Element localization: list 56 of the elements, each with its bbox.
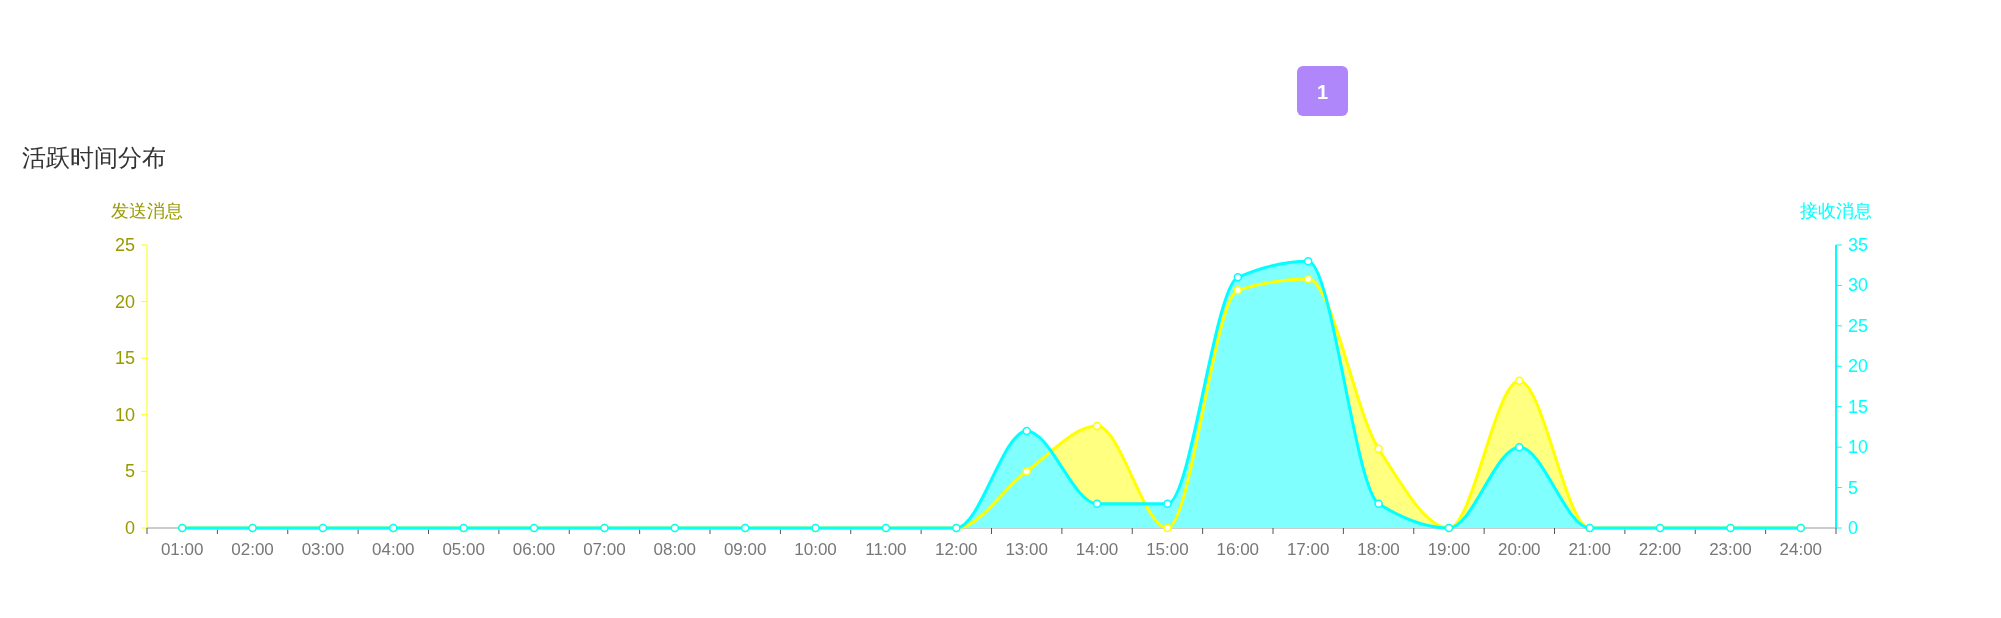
y-tick-label: 10 [114, 404, 135, 425]
point [1163, 499, 1172, 508]
point [1233, 286, 1243, 295]
point [1515, 442, 1524, 452]
y2-tick-label: 30 [1848, 275, 1869, 296]
y2-tick-label: 15 [1848, 396, 1869, 417]
x-tick-label: 15:00 [1146, 540, 1189, 559]
x-tick-label: 05:00 [442, 540, 485, 559]
chart-title: 活跃时间分布 [22, 144, 166, 171]
x-tick-label: 02:00 [231, 540, 274, 559]
y-axis-title: 发送消息 [111, 201, 183, 221]
x-tick-label: 19:00 [1427, 540, 1471, 559]
x-tick-label: 06:00 [512, 540, 556, 559]
x-tick-label: 24:00 [1779, 540, 1823, 559]
x-tick-label: 22:00 [1638, 540, 1682, 559]
x-tick-label: 14:00 [1075, 540, 1119, 559]
y-tick-label: 5 [124, 461, 135, 482]
x-tick-label: 03:00 [301, 540, 345, 559]
y2-tick-label: 5 [1848, 477, 1859, 498]
x-tick-label: 08:00 [653, 540, 697, 559]
x-tick-label: 12:00 [935, 540, 978, 559]
x-tick-label: 21:00 [1568, 540, 1611, 559]
y-tick-label: 15 [114, 348, 135, 369]
x-tick-label: 07:00 [583, 540, 626, 559]
badge: 1 [1297, 66, 1348, 116]
point [1374, 444, 1383, 454]
y2-tick-label: 35 [1848, 235, 1869, 255]
point [1022, 467, 1031, 476]
y-tick-label: 25 [114, 235, 135, 255]
x-tick-label: 10:00 [794, 540, 837, 559]
x-tick-label: 09:00 [723, 540, 767, 559]
y2-tick-label: 25 [1848, 315, 1869, 336]
y2-tick-label: 0 [1848, 518, 1859, 538]
point [1303, 274, 1313, 284]
y2-tick-label: 10 [1848, 437, 1869, 458]
x-tick-label: 13:00 [1005, 540, 1048, 559]
x-tick-label: 04:00 [372, 540, 415, 559]
y-tick-label: 0 [124, 518, 135, 538]
point [1233, 273, 1243, 282]
point [1163, 523, 1172, 533]
x-tick-label: 18:00 [1357, 540, 1400, 559]
point [1092, 499, 1102, 508]
y2-tick-label: 20 [1848, 356, 1869, 377]
y-tick-label: 20 [114, 291, 135, 312]
y2-axis-title: 接收消息 [1800, 201, 1872, 221]
point [1515, 376, 1524, 386]
point [1022, 426, 1031, 436]
x-tick-label: 20:00 [1498, 540, 1541, 559]
point [1303, 256, 1313, 266]
x-tick-label: 16:00 [1216, 540, 1260, 559]
x-tick-label: 17:00 [1286, 540, 1330, 559]
point [1092, 421, 1102, 431]
point [1374, 499, 1383, 508]
x-tick-label: 01:00 [160, 540, 204, 559]
x-tick-label: 23:00 [1709, 540, 1752, 559]
x-tick-label: 11:00 [865, 540, 907, 559]
